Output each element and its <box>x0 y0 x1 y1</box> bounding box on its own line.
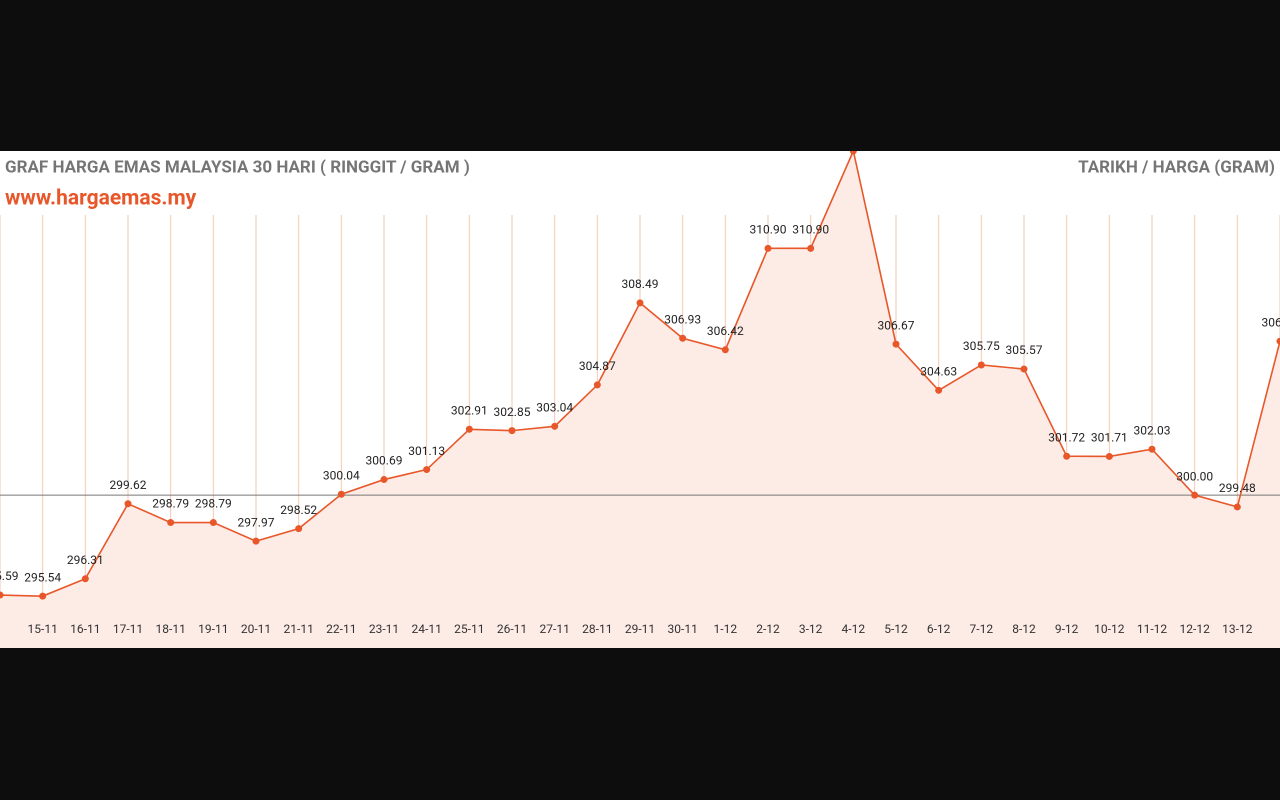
point <box>1020 365 1028 373</box>
point <box>39 592 47 600</box>
point <box>551 422 559 430</box>
point <box>337 490 345 498</box>
x-tick-label: 20-11 <box>241 622 271 636</box>
x-tick-label: 27-11 <box>540 622 570 636</box>
point <box>1276 337 1280 345</box>
plot: 295.59 295.54 15-11 296.31 16-11 299.62 17-11 2… <box>0 151 1280 648</box>
value-label: 299.48 <box>1219 481 1256 495</box>
x-tick-label: 5-12 <box>884 622 908 636</box>
x-tick-label: 25-11 <box>454 622 484 636</box>
legend-title: TARIKH / HARGA (GRAM) <box>1078 157 1275 177</box>
x-tick-label: 11-12 <box>1137 622 1168 636</box>
x-tick-label: 9-12 <box>1055 622 1079 636</box>
x-tick-label: 10-12 <box>1094 622 1125 636</box>
value-label: 310.90 <box>792 223 829 237</box>
point <box>1233 503 1241 511</box>
value-label: 295.54 <box>24 570 61 584</box>
value-label: 306.42 <box>707 324 744 338</box>
x-tick-label: 16-11 <box>70 622 100 636</box>
value-label: 300.04 <box>323 468 360 482</box>
value-label: 306.80 <box>1262 315 1280 329</box>
x-tick-label: 8-12 <box>1012 622 1036 636</box>
point <box>721 346 729 354</box>
x-tick-label: 12-12 <box>1180 622 1211 636</box>
x-tick-label: 22-11 <box>326 622 356 636</box>
value-label: 300.69 <box>366 454 403 468</box>
point <box>935 386 943 394</box>
value-label: 303.04 <box>536 401 573 415</box>
value-label: 296.31 <box>67 553 104 567</box>
x-tick-label: 4-12 <box>842 622 866 636</box>
value-label: 306.67 <box>878 318 915 332</box>
x-tick-label: 24-11 <box>412 622 442 636</box>
value-label: 298.79 <box>152 497 189 511</box>
chart-panel: 295.59 295.54 15-11 296.31 16-11 299.62 17-11 2… <box>0 151 1280 648</box>
value-label: 302.03 <box>1134 423 1171 437</box>
x-tick-label: 19-11 <box>198 622 228 636</box>
point <box>423 466 431 474</box>
value-label: 305.75 <box>963 339 1000 353</box>
point <box>1191 491 1199 499</box>
point <box>636 299 644 307</box>
chart-title: GRAF HARGA EMAS MALAYSIA 30 HARI ( RINGG… <box>5 157 470 177</box>
x-tick-label: 21-11 <box>284 622 314 636</box>
value-label: 300.00 <box>1176 469 1213 483</box>
point <box>295 525 303 533</box>
area <box>0 151 1280 648</box>
x-tick-label: 17-11 <box>113 622 143 636</box>
point <box>764 244 772 252</box>
value-label: 301.71 <box>1091 431 1128 445</box>
value-label: 302.91 <box>451 403 488 417</box>
point <box>0 591 4 599</box>
x-tick-label: 7-12 <box>970 622 994 636</box>
value-label: 301.13 <box>408 444 445 458</box>
value-label: 302.85 <box>494 405 531 419</box>
point <box>380 476 388 484</box>
subtitle: www.hargaemas.my <box>5 187 197 211</box>
point <box>892 340 900 348</box>
value-label: 301.72 <box>1048 430 1085 444</box>
x-tick-label: 30-11 <box>668 622 698 636</box>
point <box>1105 452 1113 460</box>
point <box>124 500 132 508</box>
point <box>977 361 985 369</box>
x-tick-label: 18-11 <box>156 622 186 636</box>
point <box>209 519 217 527</box>
point <box>1063 452 1071 460</box>
value-label: 306.93 <box>664 312 701 326</box>
x-tick-label: 1-12 <box>714 622 738 636</box>
point <box>252 537 260 545</box>
point <box>1148 445 1156 453</box>
value-label: 299.62 <box>110 478 147 492</box>
x-tick-label: 3-12 <box>799 622 823 636</box>
value-label: 298.79 <box>195 497 232 511</box>
point <box>679 334 687 342</box>
point <box>849 151 857 155</box>
x-tick-label: 28-11 <box>582 622 612 636</box>
point <box>167 519 175 527</box>
x-tick-label: 13-12 <box>1222 622 1253 636</box>
point <box>465 425 473 433</box>
x-tick-label: 2-12 <box>756 622 780 636</box>
x-tick-label: 23-11 <box>369 622 399 636</box>
point <box>81 575 89 583</box>
value-label: 298.52 <box>280 503 317 517</box>
x-tick-label: 29-11 <box>625 622 655 636</box>
value-label: 295.59 <box>0 569 18 583</box>
value-label: 305.57 <box>1006 343 1043 357</box>
value-label: 310.90 <box>750 223 787 237</box>
point <box>807 244 815 252</box>
x-tick-label: 15-11 <box>28 622 58 636</box>
value-label: 304.63 <box>920 365 957 379</box>
value-label: 308.49 <box>622 277 659 291</box>
point <box>593 381 601 389</box>
value-label: 304.87 <box>579 359 616 373</box>
point <box>508 427 516 435</box>
value-label: 297.97 <box>238 515 275 529</box>
x-tick-label: 6-12 <box>927 622 951 636</box>
x-tick-label: 26-11 <box>497 622 527 636</box>
